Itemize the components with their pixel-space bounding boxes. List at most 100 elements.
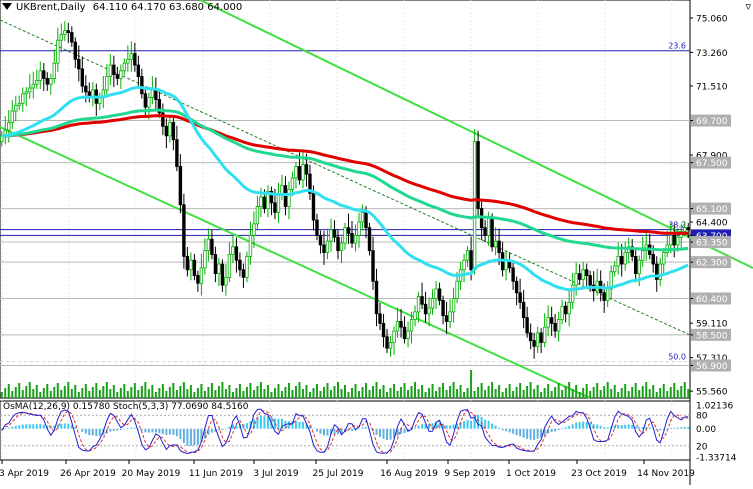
candle-body	[49, 78, 53, 85]
osma-bar	[287, 421, 290, 429]
volume-bar	[109, 389, 112, 398]
volume-bar	[70, 389, 73, 398]
candle-body	[364, 211, 368, 229]
volume-bar	[375, 382, 378, 398]
osma-bar	[91, 428, 94, 436]
osma-bar	[221, 428, 224, 431]
osma-bar	[98, 428, 101, 436]
osma-bar	[32, 424, 35, 429]
osma-bar	[417, 425, 420, 429]
chart-shift-icon[interactable]: ▿	[745, 0, 751, 13]
volume-bar	[231, 392, 234, 398]
osma-bar	[231, 424, 234, 429]
volume-bar	[165, 391, 168, 398]
osma-bar	[95, 428, 98, 437]
volume-bar	[666, 391, 669, 398]
osma-bar	[540, 428, 543, 438]
symbol-dropdown-icon[interactable]	[2, 3, 12, 10]
osma-bar	[123, 428, 126, 430]
candle-body	[430, 298, 435, 309]
osma-bar	[347, 428, 350, 432]
fib-level-label: 50.0	[668, 353, 686, 362]
volume-bar	[683, 382, 686, 398]
osma-bar	[179, 428, 182, 440]
candle-body	[255, 206, 260, 225]
volume-bar	[4, 388, 7, 398]
volume-bar	[442, 383, 445, 398]
volume-bar	[519, 383, 522, 398]
volume-bar	[536, 385, 539, 398]
candle-body	[45, 78, 49, 85]
osma-bar	[308, 425, 311, 429]
volume-bar	[161, 384, 164, 398]
candle-body	[676, 236, 680, 246]
osma-bar	[659, 428, 662, 431]
osma-bar	[438, 422, 441, 429]
candle-body	[182, 204, 186, 257]
volume-bar	[463, 392, 466, 398]
volume-bar	[354, 384, 357, 398]
osma-bar	[67, 423, 70, 429]
osma-bar	[620, 425, 623, 429]
osma-bar	[666, 428, 669, 430]
candle-body	[343, 227, 347, 244]
candle-body	[24, 91, 28, 95]
osma-bar	[224, 428, 227, 430]
candle-body	[539, 332, 543, 343]
price-tick-label: 60.400	[696, 295, 728, 305]
osma-bar	[617, 424, 620, 429]
volume-bar	[210, 383, 213, 398]
volume-bar	[368, 390, 371, 398]
date-tick-label: 16 Aug 2019	[380, 469, 438, 479]
candle-body	[210, 238, 214, 255]
stoch-main-line	[1, 408, 689, 455]
candle-body	[623, 252, 627, 265]
volume-bar	[217, 386, 220, 398]
osma-bar	[25, 424, 28, 429]
date-tick-label: 3 Jul 2019	[253, 469, 298, 479]
date-tick-label: 23 Oct 2019	[571, 469, 627, 479]
price-level-box	[691, 114, 731, 127]
candle-body	[521, 301, 526, 319]
candle-body	[423, 303, 428, 315]
osma-bar	[515, 428, 518, 436]
volume-bar	[529, 382, 532, 398]
osma-bar	[484, 419, 487, 429]
osma-bar	[74, 427, 77, 429]
date-tick-label: 11 Jun 2019	[189, 469, 243, 479]
osma-bar	[137, 428, 140, 430]
volume-bar	[14, 387, 17, 398]
osma-bar	[396, 428, 399, 436]
volume-bar	[358, 391, 361, 398]
volume-bar	[508, 384, 511, 398]
oscillator-label: OsMA(12,26,9) 0.15780 Stoch(5,3,3) 77.06…	[3, 402, 249, 412]
osma-bar	[196, 428, 199, 445]
osma-bar	[389, 428, 392, 440]
candle-body	[66, 30, 70, 33]
candle-body	[129, 53, 134, 60]
chart-header: UKBrent,Daily 64.110 64.170 63.680 64.00…	[2, 2, 242, 13]
volume-bar	[39, 392, 42, 398]
osma-bar	[589, 422, 592, 429]
osma-bar	[393, 428, 396, 438]
volume-bar	[582, 388, 585, 398]
osma-bar	[252, 419, 255, 429]
candle-body	[577, 273, 582, 280]
osma-bar	[235, 423, 238, 429]
volume-bar	[235, 388, 238, 398]
candle-body	[287, 189, 291, 208]
volume-bar	[627, 391, 630, 398]
volume-bar	[263, 389, 266, 398]
candle-body	[147, 97, 151, 108]
volume-bar	[49, 391, 52, 398]
candle-body	[641, 250, 645, 261]
candle-body	[399, 321, 403, 328]
osma-bar	[386, 428, 389, 440]
volume-bar	[431, 384, 434, 398]
candle-body	[525, 317, 529, 334]
volume-bar	[119, 388, 122, 398]
volume-bar	[277, 384, 280, 398]
osma-bar	[322, 428, 325, 436]
